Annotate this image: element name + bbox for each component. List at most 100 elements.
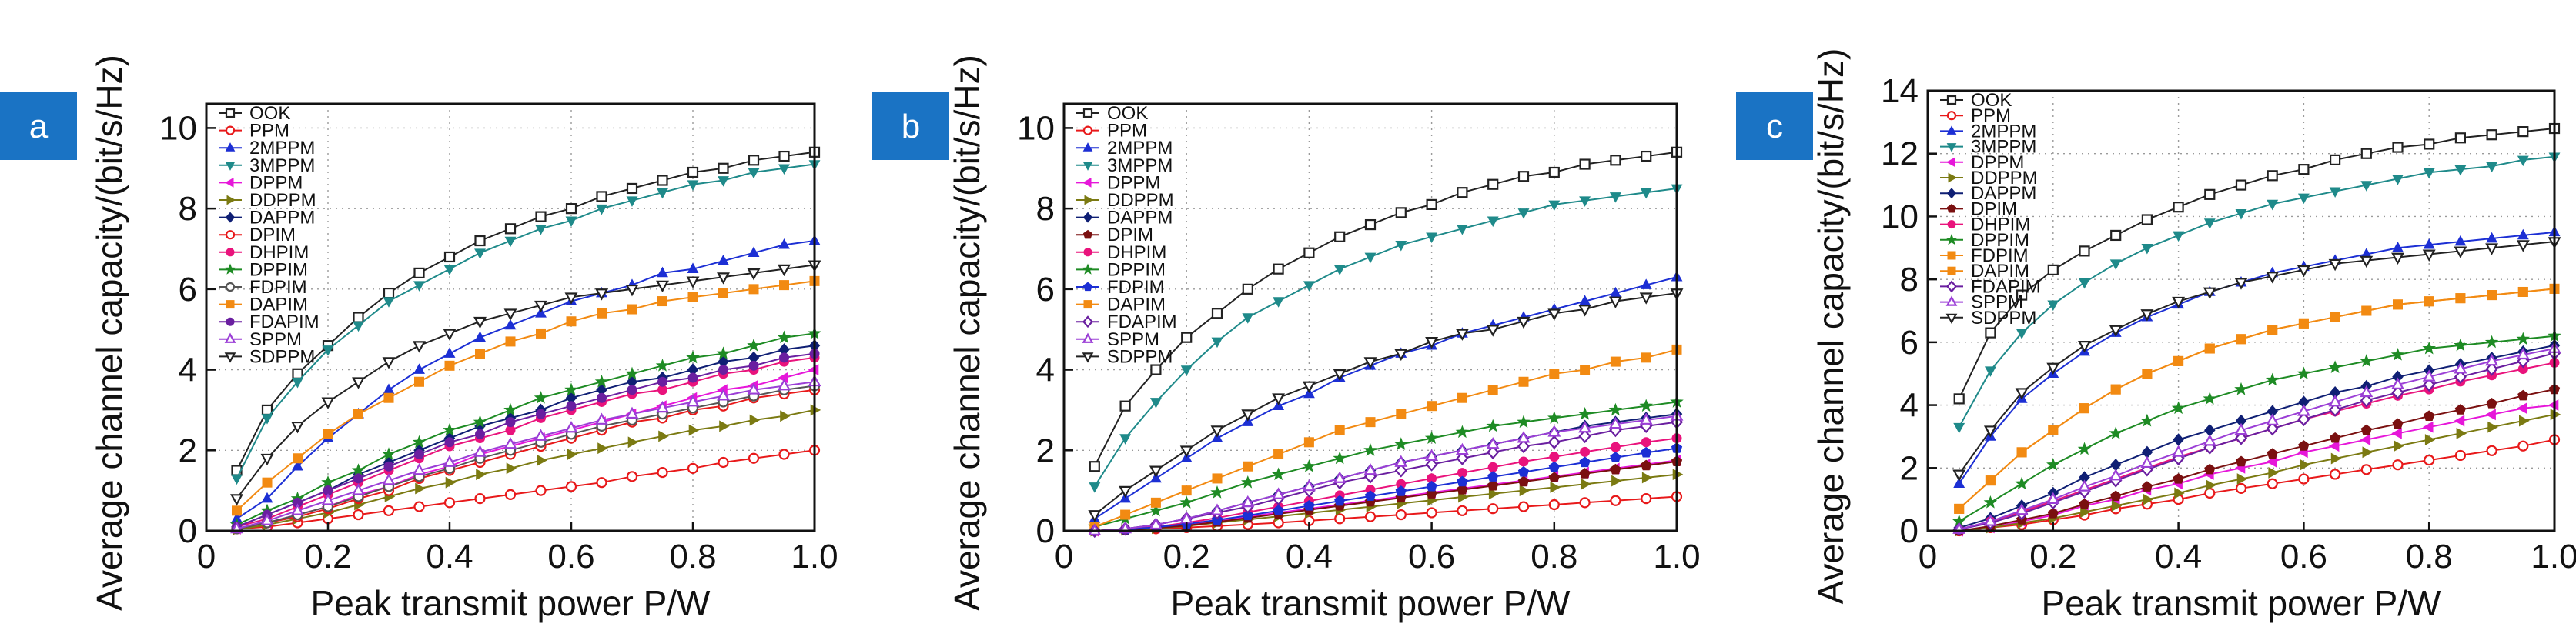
data-point [506,462,517,475]
data-point [1517,501,1530,512]
data-point [626,196,638,207]
legend-marker [225,230,236,240]
data-point [2394,440,2404,452]
legend-item: OOK [1076,103,1148,124]
data-point [627,385,637,395]
data-point [2236,473,2248,485]
data-point [1610,155,1621,166]
data-point [1242,283,1253,295]
data-point [1272,487,1286,499]
legend-marker [1946,204,1957,213]
data-point [1578,421,1592,433]
data-point [2046,362,2060,375]
data-point [1363,357,1377,369]
data-point [474,331,486,342]
data-point [566,316,577,327]
data-point [718,254,729,265]
series-sdppm [1088,288,1684,522]
data-point [2329,402,2342,417]
x-tick-label: 1.0 [1653,538,1700,575]
data-point [1953,393,1965,405]
data-point [1487,479,1499,491]
data-point [352,377,365,389]
data-point [2174,487,2185,499]
data-point [2173,202,2184,213]
legend-item: DPPM [1076,172,1160,193]
series-line [236,280,815,512]
series-line [1958,231,2555,485]
data-point [1395,240,1407,252]
data-point [717,389,730,401]
data-point [1611,475,1622,487]
data-point [1548,200,1561,212]
series-3mppm [1953,152,2561,434]
data-point [1517,466,1530,477]
data-point [748,155,760,166]
data-point [1487,385,1498,395]
legend-item: DAPPM [219,208,315,228]
data-point [1273,297,1285,308]
data-point [1953,422,1965,434]
y-tick-label: 4 [1900,387,1919,425]
data-point [1487,471,1499,482]
legend-label: 2MPPM [1971,121,2036,142]
data-point [2266,422,2279,436]
data-point [2236,334,2246,345]
legend-label: DHPIM [249,242,309,263]
data-point [778,379,791,391]
legend-marker [1082,315,1093,329]
panel-badge-box [1736,92,1813,160]
data-point [1487,216,1499,228]
series-fdapim [1952,345,2561,537]
legend-item: PPM [1076,121,1147,142]
legend-item: FDPIM [1076,277,1165,298]
data-point [503,436,517,449]
data-point [1365,417,1376,428]
data-point [1427,401,1437,412]
data-point [2109,325,2123,337]
data-point [597,308,607,318]
data-point [2298,164,2310,175]
data-point [383,461,394,472]
data-point [2235,179,2247,191]
data-point [2048,425,2059,435]
data-point [443,251,456,263]
data-point [627,304,637,315]
series-sppm [1088,409,1684,535]
data-point [2140,413,2154,427]
data-point [1394,463,1407,478]
data-point [1425,337,1439,349]
data-point [1518,376,1529,387]
legend-item: 2MPPM [1076,138,1173,158]
series-line [1958,155,2555,428]
data-point [414,449,424,460]
data-point [778,150,790,162]
data-point [2234,431,2248,445]
legend-label: FDPIM [1971,245,2029,266]
plot-frame [205,102,816,532]
data-point [2078,479,2091,492]
data-point [1610,452,1621,462]
data-point [2111,499,2123,512]
legend-marker [225,282,236,292]
series-line [1959,335,2555,522]
data-point [475,349,485,359]
panel-badge: c [1736,92,1813,160]
data-point [2328,395,2342,407]
legend-marker [1946,111,1957,121]
data-point [2328,440,2340,452]
data-point [535,225,547,235]
data-point [1334,495,1346,506]
legend-marker [1945,157,1955,168]
data-point [2235,482,2247,494]
panel-badge: b [872,92,949,160]
plot-frame [1062,102,1678,532]
legend-label: FDAPIM [1107,312,1177,332]
x-axis-label: Peak transmit power P/W [1171,583,1571,623]
data-point [1243,461,1253,472]
legend-marker [224,178,234,188]
data-point [1487,445,1500,460]
x-tick-label: 0.2 [2029,538,2076,575]
data-point [1273,449,1284,460]
legend-item: DDPPM [1076,190,1174,211]
